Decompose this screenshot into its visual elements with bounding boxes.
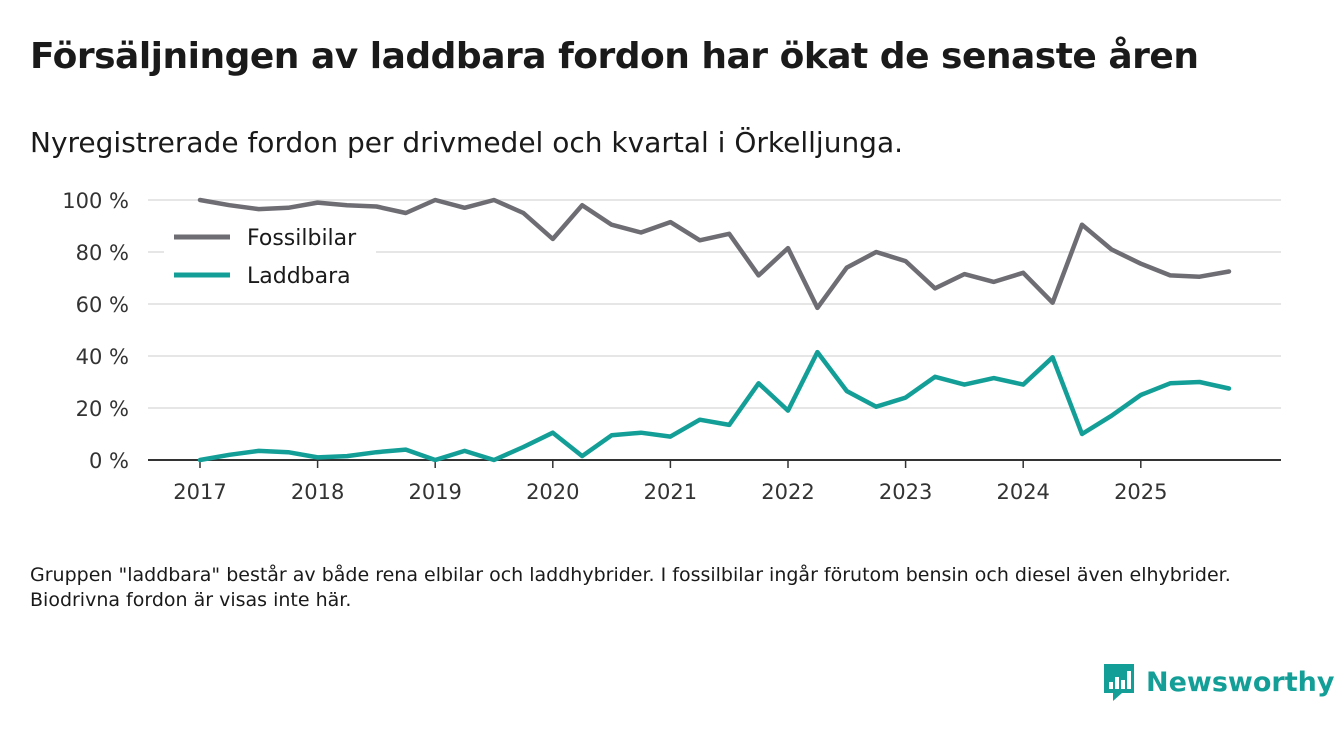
y-tick-label: 100 % (62, 189, 129, 213)
brand-name: Newsworthy (1146, 666, 1335, 698)
x-tick-label: 2025 (1114, 480, 1167, 504)
chart-subtitle: Nyregistrerade fordon per drivmedel och … (30, 126, 904, 159)
legend-label-fossilbilar: Fossilbilar (247, 226, 357, 251)
series-line-laddbara (197, 349, 1232, 463)
chart-title: Försäljningen av laddbara fordon har öka… (30, 36, 1199, 77)
y-tick-label: 60 % (76, 293, 129, 317)
x-tick-label: 2020 (526, 480, 579, 504)
legend-label-laddbara: Laddbara (247, 264, 351, 289)
series-line-fossilbilar (197, 197, 1232, 311)
bar-chart-speech-bubble-icon (1104, 664, 1134, 701)
x-tick-label: 2019 (408, 480, 461, 504)
x-tick-label: 2021 (644, 480, 697, 504)
y-tick-label: 40 % (76, 345, 129, 369)
legend: Fossilbilar Laddbara (164, 216, 376, 298)
legend-background (164, 216, 376, 298)
series-lines (197, 197, 1232, 463)
y-tick-label: 0 % (89, 449, 129, 473)
line-chart: 0 % 20 % 40 % 60 % 80 % 100 % 2017 2018 2019 202… (62, 189, 1281, 504)
x-tick-label: 2017 (173, 480, 226, 504)
x-tick-label: 2024 (996, 480, 1049, 504)
x-axis-ticks: 2017 2018 2019 2020 2021 2022 2023 2024 2025 (173, 460, 1168, 504)
x-tick-label: 2018 (291, 480, 344, 504)
y-axis-ticks: 0 % 20 % 40 % 60 % 80 % 100 % (62, 189, 129, 473)
x-tick-label: 2022 (761, 480, 814, 504)
y-tick-label: 20 % (76, 397, 129, 421)
x-tick-label: 2023 (879, 480, 932, 504)
footnote: Gruppen "laddbara" består av både rena e… (30, 564, 1231, 611)
y-tick-label: 80 % (76, 241, 129, 265)
newsworthy-brand[interactable]: Newsworthy (1102, 662, 1334, 702)
